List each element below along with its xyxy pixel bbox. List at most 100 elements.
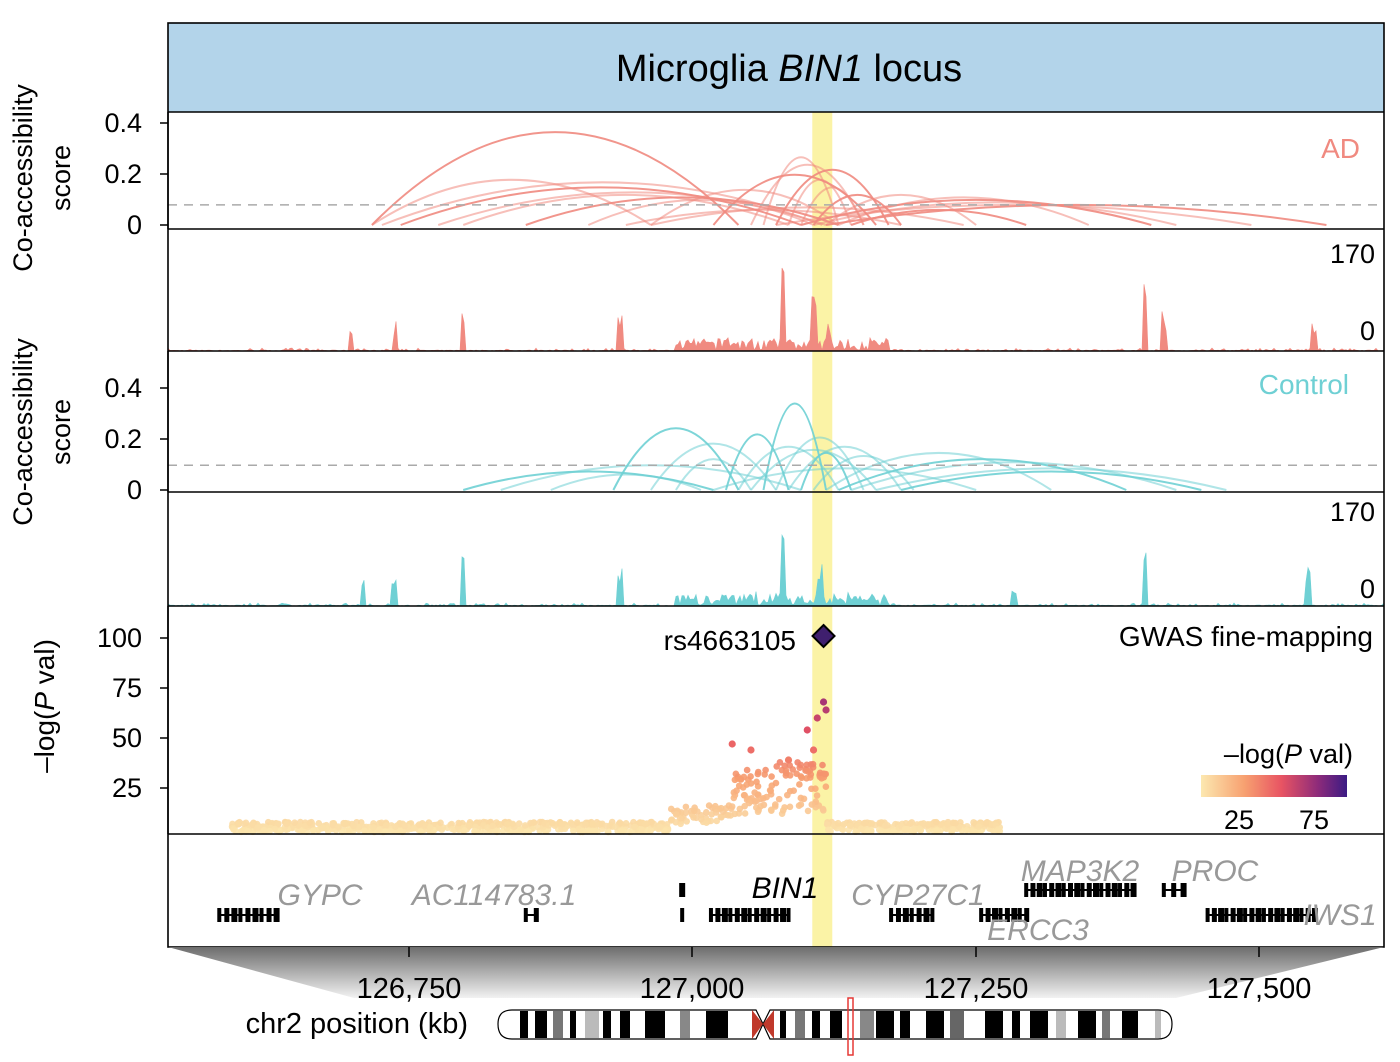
gwas-point xyxy=(260,826,268,834)
ad-coaccess-ylabel-line1: Co-accessibility xyxy=(8,84,38,272)
gwas-point xyxy=(271,825,279,833)
ad-accessibility-track xyxy=(167,267,1385,352)
gwas-point xyxy=(283,820,291,828)
gwas-point xyxy=(375,826,383,833)
gwas-point xyxy=(672,811,680,818)
gwas-point xyxy=(740,791,748,799)
figure-title: Microglia BIN1 locus xyxy=(616,48,962,90)
control-coaccess-ylabel-line2: score xyxy=(46,399,76,465)
control-y-tick-label: 0.4 xyxy=(104,373,142,403)
gwas-point xyxy=(235,820,242,828)
gwas-point xyxy=(708,811,715,818)
gwas-point xyxy=(846,822,854,829)
gwas-y-tick-label: 75 xyxy=(112,673,142,703)
coaccess-arc xyxy=(800,451,853,491)
ad-label: AD xyxy=(1321,133,1360,164)
gwas-point xyxy=(786,803,794,811)
gwas-point xyxy=(350,822,357,830)
chromosome-band xyxy=(535,1011,547,1038)
chromosome-band xyxy=(1122,1011,1138,1038)
gene-label: ERCC3 xyxy=(987,914,1089,947)
gwas-point xyxy=(240,820,248,828)
coaccess-arc xyxy=(838,458,1127,491)
chromosome-band xyxy=(1102,1011,1110,1038)
gwas-point xyxy=(672,819,680,826)
coaccess-arc xyxy=(762,402,828,491)
gene-label: GYPC xyxy=(277,879,362,912)
gwas-point xyxy=(392,823,399,830)
lead-snp-label: rs4663105 xyxy=(664,625,796,656)
chromosome-band xyxy=(620,1011,630,1038)
gwas-point xyxy=(813,714,821,722)
gwas-point xyxy=(449,825,456,833)
chromosome-band xyxy=(900,1011,910,1038)
gwas-point xyxy=(754,770,762,778)
x-axis-tick-label: 127,000 xyxy=(640,973,745,1005)
gwas-point xyxy=(465,822,473,830)
gwas-point xyxy=(819,761,826,769)
title-header-background xyxy=(168,23,1384,112)
gene-label: CYP27C1 xyxy=(851,879,984,912)
coaccess-arc xyxy=(775,169,890,226)
gwas-top-points xyxy=(728,698,830,764)
gwas-point xyxy=(820,807,827,814)
gwas-point xyxy=(589,820,596,828)
gwas-point xyxy=(944,821,951,828)
gwas-point xyxy=(740,773,748,781)
gwas-point xyxy=(585,827,593,834)
gwas-point xyxy=(249,821,256,828)
gwas-point xyxy=(834,819,842,827)
gwas-point xyxy=(521,822,529,829)
gwas-point xyxy=(427,824,434,831)
gwas-point xyxy=(244,827,251,835)
gwas-point xyxy=(573,819,581,826)
gwas-point xyxy=(549,819,556,827)
chromosome-band xyxy=(830,1011,842,1038)
gwas-point xyxy=(786,762,794,769)
control-track-max-label: 170 xyxy=(1330,497,1375,527)
gwas-point xyxy=(813,792,821,799)
ad-track-max-label: 170 xyxy=(1330,239,1375,269)
gwas-point xyxy=(329,822,337,829)
gwas-point xyxy=(916,825,923,832)
gene-label: AC114783.1 xyxy=(410,879,577,912)
gwas-point xyxy=(527,819,534,827)
coaccess-arc xyxy=(713,467,977,491)
gwas-point xyxy=(950,825,957,833)
gwas-point xyxy=(982,819,990,827)
gwas-label: GWAS fine-mapping xyxy=(1119,621,1373,652)
coaccess-arc xyxy=(371,131,740,226)
gwas-point xyxy=(717,813,725,821)
gwas-point xyxy=(732,770,740,778)
gwas-point xyxy=(702,809,710,816)
gwas-legend-colorbar xyxy=(1201,775,1347,797)
control-y-tick-label: 0 xyxy=(127,475,142,505)
gwas-point xyxy=(798,774,805,782)
coaccess-arc xyxy=(625,208,902,226)
gwas-point xyxy=(743,781,751,788)
gene-model xyxy=(679,883,686,922)
gwas-point xyxy=(509,820,517,828)
gwas-point xyxy=(616,819,624,827)
gwas-legend-tick-label: 75 xyxy=(1299,805,1329,835)
gwas-point xyxy=(757,802,764,810)
gwas-point xyxy=(884,821,891,829)
zoom-fan xyxy=(168,947,1384,998)
chromosome-band xyxy=(985,1011,1003,1038)
gene-model: AC114783.1 xyxy=(410,879,577,922)
gwas-point xyxy=(319,824,327,832)
gwas-point xyxy=(622,820,630,827)
coaccess-arc xyxy=(813,201,1177,226)
coaccess-arc xyxy=(550,473,702,491)
gwas-point xyxy=(489,822,497,830)
gwas-point xyxy=(415,821,423,828)
gwas-point xyxy=(683,818,690,825)
coaccess-arc xyxy=(650,206,964,226)
chromosome-band xyxy=(876,1011,894,1038)
chromosome-band xyxy=(1012,1011,1020,1038)
gwas-point xyxy=(784,756,793,764)
gwas-point xyxy=(790,787,797,795)
coaccess-arc xyxy=(850,208,1027,226)
gwas-point xyxy=(401,822,409,830)
